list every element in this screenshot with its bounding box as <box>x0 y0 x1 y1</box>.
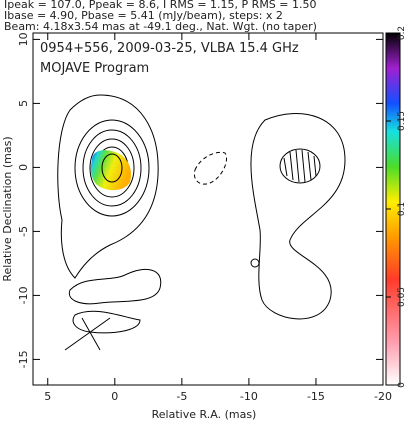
plot-title: 0954+556, 2009-03-25, VLBA 15.4 GHz <box>40 41 299 56</box>
header-line: Beam: 4.18x3.54 mas at -49.1 deg., Nat. … <box>4 20 317 33</box>
x-axis-label: Relative R.A. (mas) <box>152 408 257 421</box>
header-line: Ibase = 4.90, Pbase = 5.41 (mJy/beam), s… <box>4 9 283 22</box>
y-tick-label: -5 <box>17 226 30 237</box>
y-tick-label: -10 <box>17 286 30 304</box>
polarization-vectors <box>283 149 317 183</box>
header-line: Ipeak = 107.0, Ppeak = 8.6, I RMS = 1.15… <box>4 0 317 11</box>
y-axis-label: Relative Declination (mas) <box>1 136 14 281</box>
plot-frame <box>32 32 384 386</box>
colorbar-tick-label: 0.2 <box>397 26 407 40</box>
x-tick-label: -20 <box>374 390 392 403</box>
x-tick-label: 5 <box>44 390 51 403</box>
y-tick-label: 0 <box>17 164 30 171</box>
colorbar-tick-label: 0 <box>397 382 407 388</box>
y-tick-label: -15 <box>17 350 30 368</box>
y-tick-label: 10 <box>17 32 30 46</box>
x-tick-label: -10 <box>240 390 258 403</box>
contours <box>57 94 346 351</box>
colorbar-tick-label: 0.15 <box>397 111 407 131</box>
x-tick-label: -15 <box>307 390 325 403</box>
colorbar-tick-label: 0.05 <box>397 287 407 307</box>
polarization-region <box>279 148 321 184</box>
y-tick-label: 5 <box>17 100 30 107</box>
x-tick-label: 0 <box>111 390 118 403</box>
colorbar-tick-label: 0.1 <box>397 202 407 216</box>
polarization-map <box>90 150 132 191</box>
x-tick-label: -5 <box>176 390 187 403</box>
plot-subtitle: MOJAVE Program <box>40 61 149 76</box>
